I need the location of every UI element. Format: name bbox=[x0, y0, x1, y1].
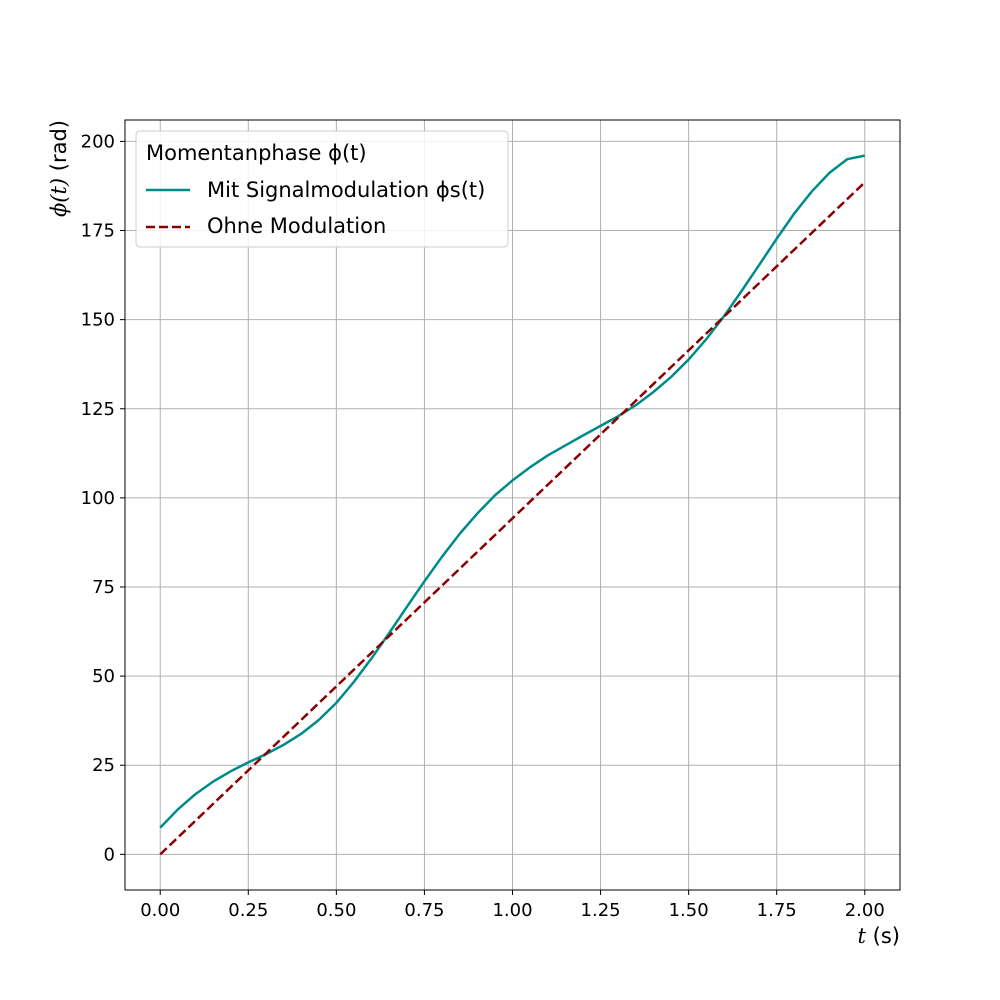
legend: Momentanphase ϕ(t) Mit Signalmodulation … bbox=[135, 130, 509, 248]
x-tick-label: 0.00 bbox=[140, 900, 180, 921]
legend-label-unmodulated: Ohne Modulation bbox=[207, 214, 386, 238]
y-tick-label: 175 bbox=[81, 221, 115, 242]
y-tick-label: 150 bbox=[81, 310, 115, 331]
x-axis-label-unit: (s) bbox=[873, 924, 900, 948]
y-axis-label: ϕ(t) (rad) bbox=[47, 120, 71, 217]
y-tick-label: 75 bbox=[92, 577, 115, 598]
series-line-unmodulated bbox=[159, 181, 866, 856]
y-tick-label: 200 bbox=[81, 131, 115, 152]
y-axis-label-unit: (rad) bbox=[47, 120, 71, 171]
y-tick-label: 0 bbox=[104, 844, 115, 865]
x-tick-label: 2.00 bbox=[845, 900, 885, 921]
series-line-modulated bbox=[159, 154, 866, 829]
legend-box bbox=[135, 130, 509, 248]
axis-ticks: 0.00 0.25 0.50 0.75 1.00 1.25 1.50 1.75 2.00 0 25 5… bbox=[81, 131, 885, 921]
y-axis-label-var: ϕ(t) bbox=[47, 178, 71, 217]
y-tick-label: 125 bbox=[81, 399, 115, 420]
x-tick-label: 0.75 bbox=[404, 900, 444, 921]
x-axis-label-var: t bbox=[858, 924, 867, 948]
x-tick-label: 1.25 bbox=[581, 900, 621, 921]
x-tick-label: 1.75 bbox=[757, 900, 797, 921]
x-tick-label: 0.50 bbox=[316, 900, 356, 921]
x-tick-label: 0.25 bbox=[228, 900, 268, 921]
x-axis-label: t (s) bbox=[858, 924, 900, 948]
x-tick-label: 1.50 bbox=[669, 900, 709, 921]
legend-title: Momentanphase ϕ(t) bbox=[146, 141, 367, 165]
y-tick-label: 100 bbox=[81, 488, 115, 509]
series-lines bbox=[159, 154, 866, 856]
x-tick-label: 1.00 bbox=[492, 900, 532, 921]
y-tick-label: 25 bbox=[92, 755, 115, 776]
legend-label-modulated: Mit Signalmodulation ϕs(t) bbox=[207, 178, 485, 202]
grid-lines bbox=[125, 120, 900, 890]
y-tick-label: 50 bbox=[92, 666, 115, 687]
